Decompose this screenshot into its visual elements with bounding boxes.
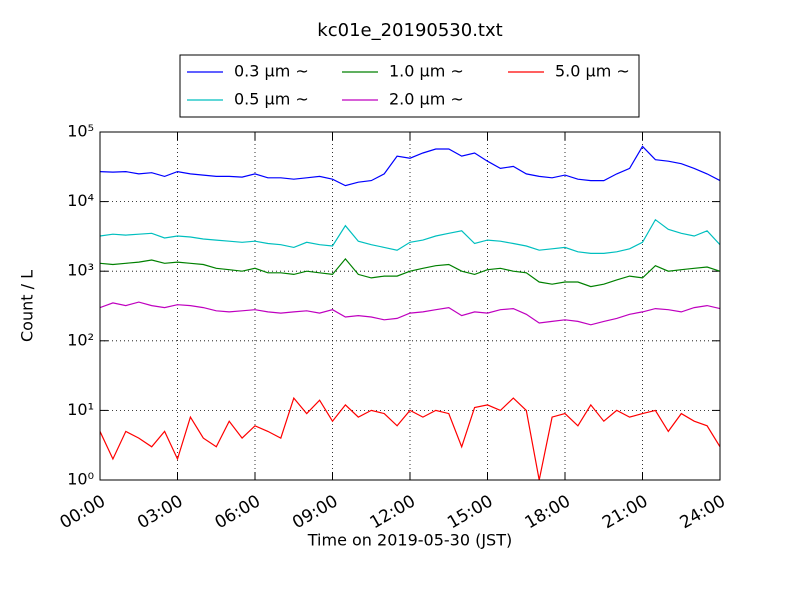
y-tick-label: 10⁴	[67, 191, 94, 210]
legend-label: 5.0 μm ~	[555, 62, 630, 81]
legend-label: 0.3 μm ~	[234, 62, 309, 81]
series-line	[100, 396, 720, 481]
y-tick-label: 10²	[67, 330, 94, 349]
chart-title: kc01e_20190530.txt	[317, 20, 502, 41]
legend-label: 1.0 μm ~	[389, 62, 464, 81]
y-tick-label: 10³	[67, 261, 94, 280]
y-tick-label: 10⁵	[67, 122, 94, 141]
legend-box	[179, 54, 640, 118]
y-axis-label: Count / L	[18, 270, 37, 342]
series-line	[100, 145, 720, 187]
series-line	[100, 257, 720, 288]
legend-label: 0.5 μm ~	[234, 90, 309, 109]
y-tick-label: 10⁰	[67, 470, 94, 489]
series-line	[100, 301, 720, 326]
series-line	[100, 218, 720, 254]
x-axis-label: Time on 2019-05-30 (JST)	[307, 531, 512, 550]
y-tick-label: 10¹	[67, 400, 94, 419]
plot-frame	[99, 131, 721, 481]
legend-label: 2.0 μm ~	[389, 90, 464, 109]
